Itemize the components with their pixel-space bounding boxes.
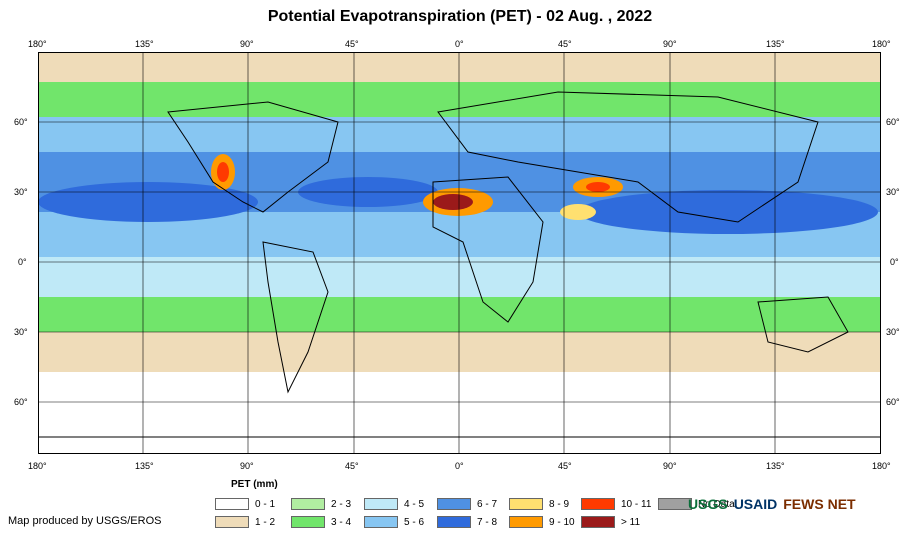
left-axis-label: 30° bbox=[14, 327, 28, 337]
bottom-axis-label: 135° bbox=[766, 461, 785, 471]
australia-outline bbox=[757, 296, 849, 353]
legend-title: PET (mm) bbox=[231, 479, 278, 490]
right-axis-label: 60° bbox=[886, 117, 900, 127]
bottom-axis-label: 45° bbox=[558, 461, 572, 471]
legend-item: 2 - 3 bbox=[291, 498, 351, 510]
legend-swatch bbox=[291, 516, 325, 528]
top-axis-label: 180° bbox=[872, 39, 891, 49]
legend-swatch bbox=[581, 516, 615, 528]
usgs-logo: USGS bbox=[688, 496, 728, 512]
left-axis-label: 60° bbox=[14, 397, 28, 407]
left-axis-label: 60° bbox=[14, 117, 28, 127]
pet-map-svg bbox=[38, 52, 881, 454]
legend-swatch bbox=[581, 498, 615, 510]
band-south-tropic bbox=[38, 257, 881, 297]
top-axis-label: 135° bbox=[135, 39, 154, 49]
continent-outlines bbox=[38, 91, 881, 438]
legend-swatch bbox=[364, 516, 398, 528]
legend-item: 4 - 5 bbox=[364, 498, 424, 510]
right-axis-label: 30° bbox=[886, 187, 900, 197]
legend-swatch bbox=[215, 516, 249, 528]
right-axis-label: 30° bbox=[886, 327, 900, 337]
top-axis-label: 45° bbox=[558, 39, 572, 49]
top-axis-label: 90° bbox=[663, 39, 677, 49]
pet-world-map bbox=[38, 52, 881, 454]
legend-swatch bbox=[437, 516, 471, 528]
legend-item: 6 - 7 bbox=[437, 498, 497, 510]
legend-swatch bbox=[437, 498, 471, 510]
legend-item: 1 - 2 bbox=[215, 516, 275, 528]
legend-item: 9 - 10 bbox=[509, 516, 575, 528]
bottom-axis-label: 0° bbox=[455, 461, 464, 471]
map-frame bbox=[38, 52, 881, 454]
legend-item: 3 - 4 bbox=[291, 516, 351, 528]
band-south-temperate bbox=[38, 332, 881, 372]
agency-logos: USGS USAID FEWS NET bbox=[688, 496, 856, 512]
bottom-axis-label: 180° bbox=[28, 461, 47, 471]
legend-item: 5 - 6 bbox=[364, 516, 424, 528]
legend-swatch bbox=[658, 498, 692, 510]
right-axis-label: 60° bbox=[886, 397, 900, 407]
north-america-outline bbox=[167, 101, 339, 213]
south-america-outline bbox=[262, 241, 329, 394]
west-pacific-high-pet bbox=[578, 190, 878, 234]
legend-swatch bbox=[509, 516, 543, 528]
top-axis-label: 0° bbox=[455, 39, 464, 49]
legend-item: 10 - 11 bbox=[581, 498, 651, 510]
bottom-axis-label: 45° bbox=[345, 461, 359, 471]
top-axis-label: 45° bbox=[345, 39, 359, 49]
bottom-axis-label: 135° bbox=[135, 461, 154, 471]
map-credit: Map produced by USGS/EROS bbox=[8, 515, 162, 527]
legend-swatch bbox=[364, 498, 398, 510]
fews-net-logo: FEWS NET bbox=[783, 496, 856, 512]
band-north-temperate bbox=[38, 82, 881, 117]
bottom-axis-label: 180° bbox=[872, 461, 891, 471]
legend-item: 0 - 1 bbox=[215, 498, 275, 510]
legend-item: No Data bbox=[658, 498, 735, 510]
legend-swatch bbox=[215, 498, 249, 510]
band-south-sub bbox=[38, 297, 881, 332]
arabia-warm bbox=[560, 204, 596, 220]
top-axis-label: 135° bbox=[766, 39, 785, 49]
legend-swatch bbox=[509, 498, 543, 510]
graticule bbox=[38, 52, 881, 454]
right-axis-label: 0° bbox=[890, 257, 899, 267]
legend-item: > 11 bbox=[581, 516, 640, 528]
bottom-axis-label: 90° bbox=[663, 461, 677, 471]
band-arctic bbox=[38, 52, 881, 82]
top-axis-label: 90° bbox=[240, 39, 254, 49]
bottom-axis-label: 90° bbox=[240, 461, 254, 471]
band-antarctic bbox=[38, 372, 881, 454]
top-axis-label: 180° bbox=[28, 39, 47, 49]
band-mid-north bbox=[38, 117, 881, 152]
eurasia-outline bbox=[437, 91, 819, 223]
legend-swatch bbox=[291, 498, 325, 510]
legend-item: 7 - 8 bbox=[437, 516, 497, 528]
map-title: Potential Evapotranspiration (PET) - 02 … bbox=[267, 8, 653, 25]
legend-item: 8 - 9 bbox=[509, 498, 569, 510]
left-axis-label: 0° bbox=[18, 257, 27, 267]
usaid-logo: USAID bbox=[733, 496, 778, 512]
left-axis-label: 30° bbox=[14, 187, 28, 197]
